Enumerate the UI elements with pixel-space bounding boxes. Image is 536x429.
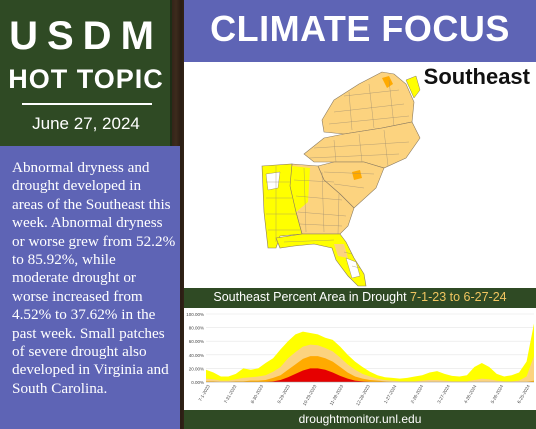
date-label: June 27, 2024 xyxy=(32,114,140,133)
x-tick-label: 11-28-2023 xyxy=(329,384,345,407)
x-tick-label: 1-27-2024 xyxy=(383,384,398,405)
y-tick-label: 60.00% xyxy=(189,339,204,344)
x-tick-label: 10-29-2023 xyxy=(302,384,318,407)
x-tick-label: 12-28-2023 xyxy=(355,384,371,407)
x-tick-label: 8-30-2023 xyxy=(250,384,265,405)
x-tick-label: 7-1-2023 xyxy=(198,384,212,403)
alabama-blank-patch xyxy=(265,171,281,191)
footer-bar: droughtmonitor.unl.edu xyxy=(184,410,536,429)
y-tick-label: 0.00% xyxy=(191,380,204,385)
drought-area-chart: 100.00% 80.00% 60.00% 40.00% 20.00% 0.00%7-1-… xyxy=(186,312,534,407)
area-series-d0-d4 xyxy=(206,323,534,382)
hot-topic-label: HOT TOPIC xyxy=(8,64,164,94)
title-banner: CLIMATE FOCUS xyxy=(184,0,536,62)
drought-map-panel: Southeast xyxy=(184,62,536,288)
summary-text: Abnormal dryness and drought developed i… xyxy=(12,159,176,397)
page-title: CLIMATE FOCUS xyxy=(210,8,510,49)
x-tick-label: 9-29-2023 xyxy=(276,384,291,405)
y-tick-label: 100.00% xyxy=(186,312,204,317)
county-lines xyxy=(266,79,410,269)
summary-panel: Abnormal dryness and drought developed i… xyxy=(0,146,180,429)
virginia-shape xyxy=(321,71,415,135)
area-series-d2-d4 xyxy=(206,356,534,382)
x-tick-label: 5-26-2024 xyxy=(490,384,505,405)
area-series-d3-d4 xyxy=(206,368,534,382)
brand-title: USDM xyxy=(9,14,163,58)
virginia-severe-patch xyxy=(382,76,393,88)
florida-blank-patch xyxy=(345,257,361,279)
x-tick-label: 4-26-2024 xyxy=(463,384,478,405)
footer-url: droughtmonitor.unl.edu xyxy=(298,412,422,426)
region-label: Southeast xyxy=(423,64,530,89)
delmarva-shape xyxy=(405,75,421,99)
x-tick-label: 7-31-2023 xyxy=(223,384,238,405)
chart-panel: 100.00% 80.00% 60.00% 40.00% 20.00% 0.00% 7-1-… xyxy=(184,308,536,410)
x-tick-label: 6-25-2024 xyxy=(516,384,531,405)
southeast-drought-map xyxy=(261,71,421,287)
y-tick-label: 40.00% xyxy=(189,353,204,358)
chart-title: Southeast Percent Area in Drought 7-1-23… xyxy=(184,290,536,304)
y-tick-label: 80.00% xyxy=(189,326,204,331)
chart-title-bar: Southeast Percent Area in Drought 7-1-23… xyxy=(184,288,536,308)
florida-moderate-patch xyxy=(334,244,348,258)
south-carolina-severe-patch xyxy=(352,170,362,180)
x-tick-label: 3-27-2024 xyxy=(436,384,451,405)
y-tick-label: 20.00% xyxy=(189,366,204,371)
chart-title-text: Southeast Percent Area in Drought xyxy=(213,290,407,304)
divider xyxy=(22,103,152,105)
header-panel: USDM HOT TOPIC June 27, 2024 xyxy=(0,0,172,146)
x-tick-label: 2-26-2024 xyxy=(410,384,425,405)
chart-title-range: 7-1-23 to 6-27-24 xyxy=(410,290,507,304)
